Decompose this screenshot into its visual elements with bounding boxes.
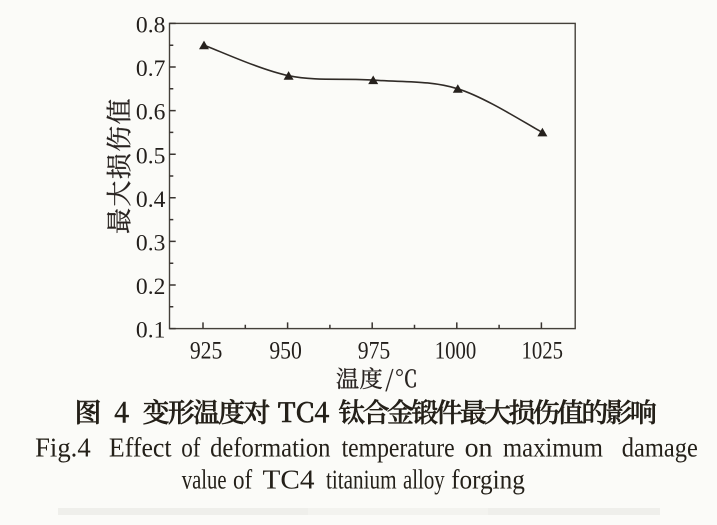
svg-text:0.8: 0.8 xyxy=(136,13,166,39)
svg-text:950: 950 xyxy=(269,337,302,364)
svg-text:deformation: deformation xyxy=(210,432,330,462)
svg-text:titanium: titanium xyxy=(326,464,397,494)
svg-text:0.4: 0.4 xyxy=(136,187,166,213)
svg-text:value: value xyxy=(182,464,227,494)
svg-text:1025: 1025 xyxy=(522,337,564,364)
svg-text:on: on xyxy=(465,432,493,462)
svg-text:0.5: 0.5 xyxy=(136,143,166,169)
svg-text:0.7: 0.7 xyxy=(136,56,166,82)
svg-text:1000: 1000 xyxy=(435,337,477,364)
svg-text:Effect: Effect xyxy=(109,432,172,462)
svg-text:Fig.4: Fig.4 xyxy=(35,432,91,462)
svg-text:0.3: 0.3 xyxy=(136,231,166,257)
svg-text:925: 925 xyxy=(190,337,223,364)
svg-text:damage: damage xyxy=(622,432,698,462)
svg-text:of: of xyxy=(233,464,252,494)
svg-text:0.2: 0.2 xyxy=(136,274,166,300)
svg-text:temperature: temperature xyxy=(342,432,455,462)
svg-text:of: of xyxy=(181,432,201,462)
svg-text:forging: forging xyxy=(451,464,525,494)
svg-text:0.6: 0.6 xyxy=(136,100,166,126)
svg-text:alloy: alloy xyxy=(403,464,445,494)
svg-text:maximum: maximum xyxy=(503,432,603,462)
svg-text:975: 975 xyxy=(358,337,391,364)
svg-text:TC4: TC4 xyxy=(263,464,315,494)
svg-text:0.1: 0.1 xyxy=(136,318,166,344)
